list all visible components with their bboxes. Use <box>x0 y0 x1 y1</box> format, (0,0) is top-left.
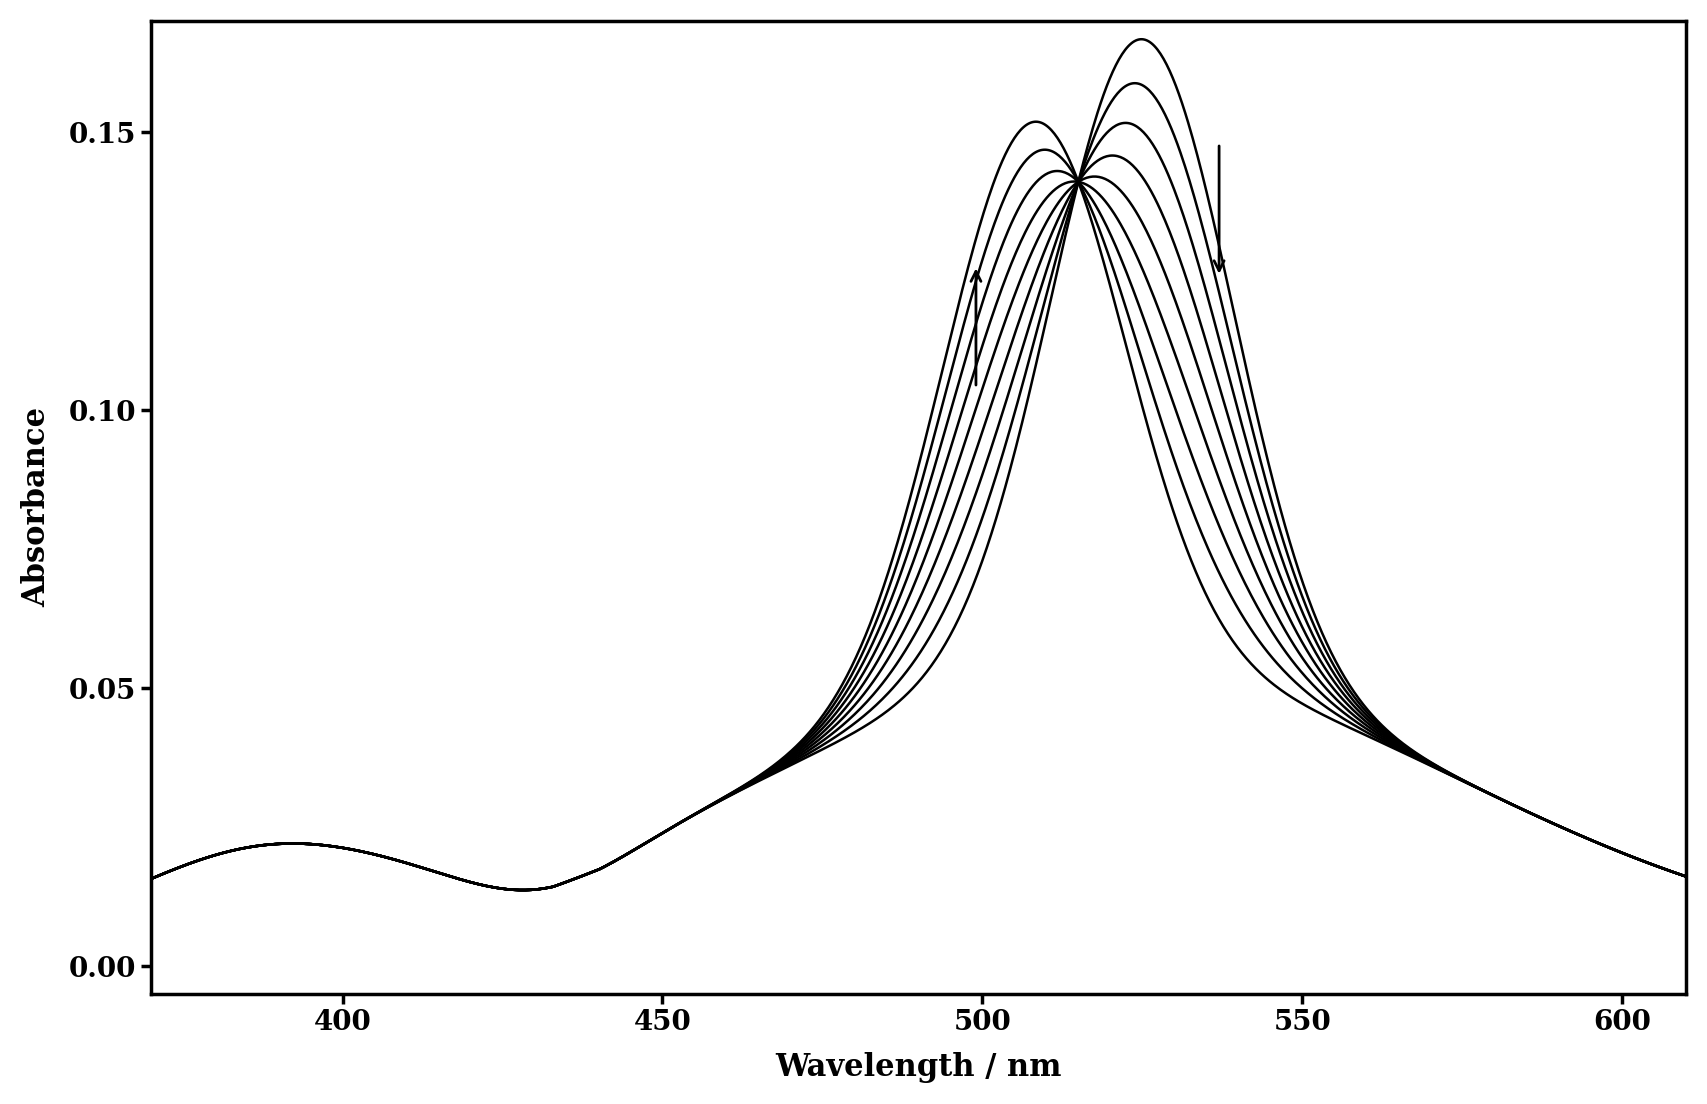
Y-axis label: Absorbance: Absorbance <box>20 407 51 607</box>
X-axis label: Wavelength / nm: Wavelength / nm <box>775 1052 1062 1083</box>
